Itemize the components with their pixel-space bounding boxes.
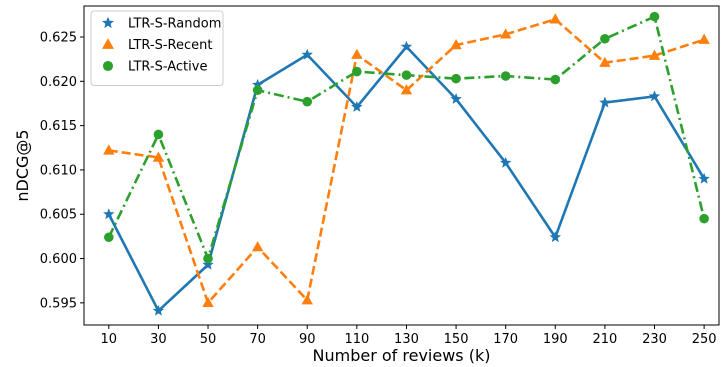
x-tick-label: 230	[642, 332, 667, 347]
ltr-s-random-data-point	[152, 304, 165, 316]
ltr-s-active-data-point	[550, 74, 561, 85]
ltr-s-active-data-point	[302, 96, 313, 107]
x-axis: 10 30 50 70 90 110 130 150 170 190 210 230 250	[101, 325, 717, 347]
y-tick-label: 0.595	[40, 296, 77, 311]
y-tick-label: 0.620	[40, 75, 77, 90]
ltr-s-random-data-point	[251, 78, 264, 90]
ltr-s-recent-legend-label: LTR-S-Recent	[128, 38, 212, 53]
ltr-s-recent-data-point	[599, 56, 611, 67]
x-tick-label: 90	[299, 332, 316, 347]
plot-markers	[103, 11, 710, 316]
ltr-s-active-legend-label: LTR-S-Active	[128, 60, 207, 75]
ltr-s-recent-data-point	[549, 13, 561, 24]
ltr-s-recent-data-point	[698, 33, 710, 44]
ltr-s-active-data-point	[699, 213, 709, 224]
ltr-s-random-data-point	[549, 231, 561, 243]
x-axis-title: Number of reviews (k)	[313, 346, 491, 365]
ltr-s-random-data-point	[301, 48, 313, 60]
ltr-s-random-data-point	[202, 258, 214, 270]
ltr-s-recent-data-point	[351, 48, 363, 59]
ltr-s-active-data-point	[401, 70, 412, 80]
y-tick-label: 0.605	[40, 208, 77, 223]
x-tick-label: 130	[394, 332, 419, 347]
ltr-s-recent-data-point	[450, 38, 462, 50]
ltr-s-recent-data-point	[103, 144, 115, 155]
plot-frame	[83, 5, 720, 326]
ltr-s-recent-data-point	[499, 28, 512, 39]
x-tick-label: 250	[692, 332, 717, 347]
y-axis-title: nDCG@5	[13, 129, 32, 201]
ltr-s-recent-data-point	[251, 241, 264, 252]
ltr-s-active-data-point	[153, 129, 164, 140]
ltr-s-recent-legend-marker	[102, 38, 114, 49]
x-tick-label: 190	[543, 332, 568, 347]
ltr-s-random-data-point	[400, 40, 413, 52]
x-tick-label: 50	[200, 332, 217, 347]
ltr-s-random-data-point	[599, 96, 611, 108]
ltr-s-random-data-point	[103, 208, 115, 220]
ltr-s-random-data-point	[499, 156, 512, 168]
ltr-s-active-data-point	[352, 66, 362, 77]
y-tick-label: 0.600	[40, 252, 77, 267]
x-tick-label: 150	[444, 332, 469, 347]
ltr-s-active-data-point	[500, 71, 511, 81]
ltr-s-recent-data-point	[301, 294, 313, 305]
ltr-s-active-data-point	[104, 232, 114, 243]
ltr-s-random-legend-label: LTR-S-Random	[128, 17, 221, 32]
ltr-s-active-data-point	[252, 85, 263, 95]
ltr-s-random-data-point	[698, 172, 710, 184]
x-tick-label: 70	[249, 332, 266, 347]
ltr-s-active-data-point	[451, 73, 461, 84]
ltr-s-active-data-point	[600, 33, 610, 44]
legend-box	[90, 10, 224, 86]
y-tick-label: 0.625	[40, 31, 77, 46]
ltr-s-recent-data-point	[152, 151, 165, 162]
ltr-s-active-data-point	[203, 253, 213, 264]
x-tick-label: 110	[344, 332, 369, 347]
legend: LTR-S-Random LTR-S-Recent LTR-S-Active	[90, 10, 224, 86]
y-axis: 0.595 0.600 0.605 0.610 0.615 0.620 0.625	[40, 31, 84, 311]
y-tick-label: 0.610	[40, 163, 77, 178]
ltr-s-active-data-point	[649, 11, 660, 22]
ltr-s-random-data-point	[648, 90, 661, 102]
x-tick-label: 30	[150, 332, 167, 347]
ltr-s-random-data-point	[351, 101, 363, 112]
x-tick-label: 210	[592, 332, 617, 347]
x-tick-label: 10	[101, 332, 118, 347]
ltr-s-random-data-point	[450, 93, 462, 104]
ltr-s-recent-data-point	[400, 84, 413, 95]
ltr-s-random-legend-marker	[102, 16, 114, 29]
ltr-s-recent-data-point	[648, 49, 661, 60]
y-tick-label: 0.615	[40, 119, 77, 134]
x-tick-label: 170	[493, 332, 518, 347]
ltr-s-active-legend-marker	[102, 60, 114, 72]
ltr-s-recent-data-point	[202, 296, 214, 308]
